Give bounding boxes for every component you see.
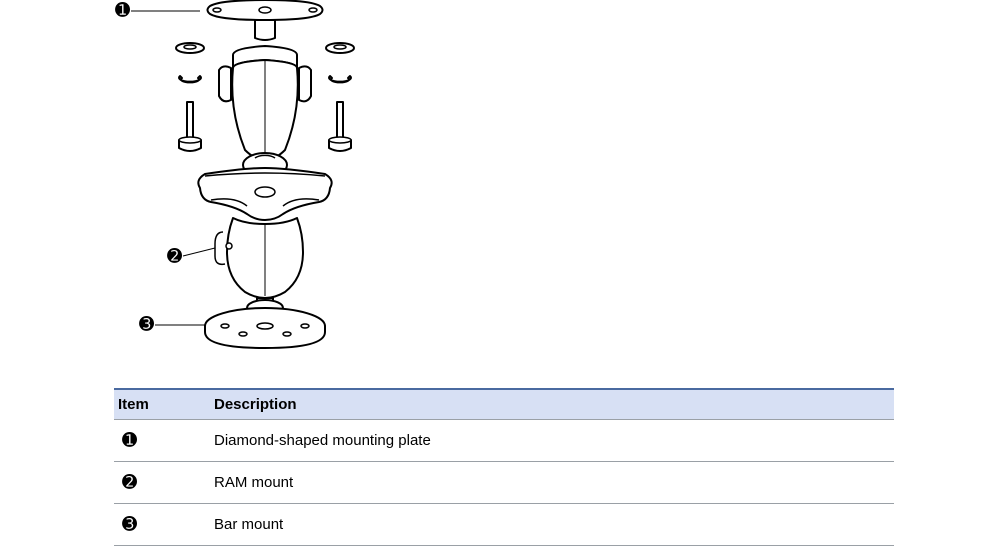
cell-desc: RAM mount bbox=[210, 462, 894, 504]
callout-1-label: ➊ bbox=[115, 0, 130, 20]
col-header-item: Item bbox=[114, 389, 210, 420]
parts-table-head: Item Description bbox=[114, 389, 894, 420]
cell-item: ➊ bbox=[114, 420, 210, 462]
ram-mount-lower bbox=[215, 218, 303, 298]
cell-desc: Bar mount bbox=[210, 504, 894, 546]
ram-mount-upper bbox=[219, 46, 311, 160]
parts-table-wrap: Item Description ➊ Diamond-shaped mounti… bbox=[114, 388, 894, 546]
table-header-row: Item Description bbox=[114, 389, 894, 420]
mount-diagram: ➊ bbox=[105, 0, 405, 360]
callout-2-label: ➋ bbox=[167, 246, 182, 266]
callout-2-leader bbox=[183, 248, 215, 256]
diamond-plate bbox=[208, 0, 323, 40]
page-root: ➊ bbox=[0, 0, 1006, 554]
parts-table-body: ➊ Diamond-shaped mounting plate ➋ RAM mo… bbox=[114, 420, 894, 546]
cell-desc: Diamond-shaped mounting plate bbox=[210, 420, 894, 462]
tightening-knob bbox=[198, 168, 331, 220]
cell-item: ➋ bbox=[114, 462, 210, 504]
col-header-desc: Description bbox=[210, 389, 894, 420]
cell-item: ➌ bbox=[114, 504, 210, 546]
bar-mount-base bbox=[205, 308, 325, 348]
table-row: ➊ Diamond-shaped mounting plate bbox=[114, 420, 894, 462]
callout-3-label: ➌ bbox=[139, 314, 154, 334]
mount-svg: ➊ bbox=[105, 0, 405, 360]
table-row: ➌ Bar mount bbox=[114, 504, 894, 546]
table-row: ➋ RAM mount bbox=[114, 462, 894, 504]
parts-table: Item Description ➊ Diamond-shaped mounti… bbox=[114, 388, 894, 546]
